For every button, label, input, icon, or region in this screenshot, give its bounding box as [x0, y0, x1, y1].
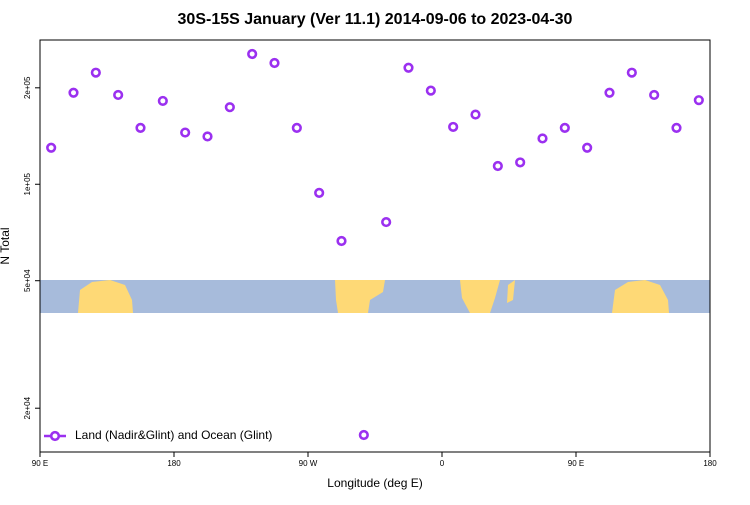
point	[537, 133, 548, 144]
point	[671, 122, 682, 133]
point	[135, 122, 146, 133]
x-tick-label: 180	[703, 459, 717, 468]
point	[559, 122, 570, 133]
point	[381, 216, 392, 228]
chart-title: 30S-15S January (Ver 11.1) 2014-09-06 to…	[178, 11, 573, 28]
point	[649, 89, 660, 101]
x-tick-label: 90 E	[32, 459, 48, 468]
x-axis-title: Longitude (deg E)	[327, 476, 422, 490]
point	[470, 109, 481, 120]
x-tick-label: 90 E	[568, 459, 584, 468]
point	[180, 127, 191, 138]
map-band	[40, 280, 710, 313]
point	[604, 87, 615, 98]
x-tick-label: 0	[440, 459, 445, 468]
x-tick-label: 90 W	[299, 459, 318, 468]
point	[626, 67, 637, 78]
point	[336, 235, 347, 247]
legend-marker	[49, 430, 61, 442]
y-axis-title: N Total	[0, 227, 12, 264]
y-tick-label: 5e+04	[23, 269, 32, 292]
land	[335, 280, 385, 313]
point	[202, 131, 213, 142]
y-tick-label: 2e+04	[23, 396, 32, 419]
point	[68, 87, 79, 98]
point	[113, 89, 124, 101]
y-tick-label: 1e+05	[23, 172, 32, 195]
point	[269, 57, 280, 69]
point	[515, 157, 526, 168]
legend-label: Land (Nadir&Glint) and Ocean (Glint)	[75, 428, 272, 442]
point	[582, 142, 593, 153]
point	[492, 160, 503, 172]
point	[403, 62, 414, 73]
land	[612, 280, 669, 313]
point	[358, 429, 369, 441]
point	[291, 122, 302, 133]
point	[224, 102, 235, 113]
point	[314, 187, 325, 198]
y-tick-label: 2e+05	[23, 76, 32, 99]
land	[78, 280, 133, 313]
land	[460, 280, 500, 313]
point	[425, 85, 436, 96]
point	[90, 67, 101, 78]
point	[247, 48, 258, 60]
x-tick-label: 180	[167, 459, 181, 468]
point	[448, 121, 459, 133]
point	[157, 95, 168, 107]
plot-frame	[39, 39, 711, 453]
point	[693, 95, 704, 106]
land	[507, 280, 515, 303]
point	[46, 142, 57, 153]
